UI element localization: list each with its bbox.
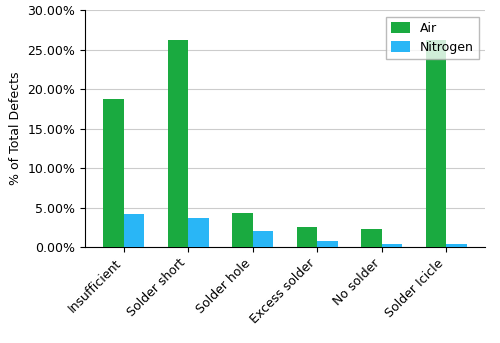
Bar	[188, 218, 209, 247]
Bar	[124, 214, 144, 247]
Bar	[382, 244, 402, 247]
Bar	[446, 244, 467, 247]
Legend: Air, Nitrogen: Air, Nitrogen	[386, 16, 479, 59]
Bar	[317, 241, 338, 247]
Bar	[168, 40, 188, 247]
Bar	[103, 99, 124, 247]
Bar	[296, 227, 317, 247]
Bar	[361, 229, 382, 247]
Y-axis label: % of Total Defects: % of Total Defects	[9, 72, 22, 185]
Bar	[232, 213, 253, 247]
Bar	[426, 40, 446, 247]
Bar	[253, 231, 274, 247]
